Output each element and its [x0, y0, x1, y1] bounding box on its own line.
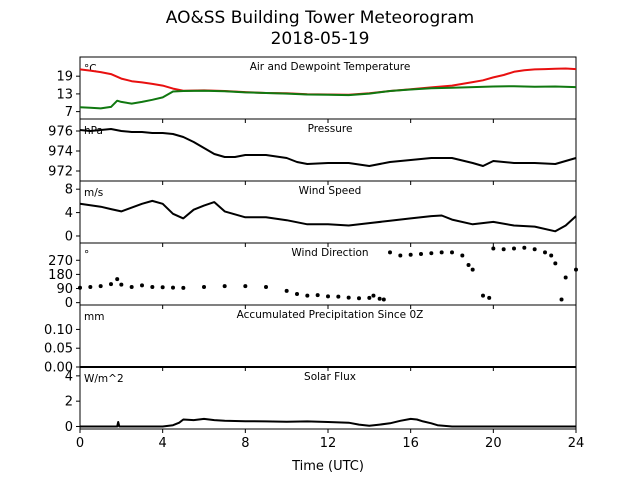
- solar-flux-ytick-label: 0: [65, 420, 73, 435]
- x-tick-label: 8: [241, 436, 249, 451]
- wind-direction-point: [388, 250, 392, 255]
- wind-direction-point: [326, 294, 330, 299]
- wind-direction-point: [574, 267, 578, 272]
- wind-direction-point: [408, 252, 413, 257]
- solar-flux-ytick-label: 4: [65, 369, 73, 384]
- wind-direction-point: [284, 288, 289, 293]
- wind-direction-point: [398, 253, 403, 258]
- solar-flux-ytick-label: 2: [65, 395, 73, 410]
- accumulated-precipitation-since-0z-ytick-label: 0.10: [44, 323, 73, 338]
- wind-direction-point: [222, 284, 227, 289]
- wind-direction-point: [466, 262, 471, 267]
- wind-speed-ytick-label: 4: [65, 206, 73, 221]
- wind-direction-point: [367, 295, 372, 300]
- wind-direction-point: [377, 296, 382, 301]
- wind-direction-point: [470, 267, 475, 272]
- wind-direction-point: [491, 246, 496, 251]
- wind-direction-point: [295, 292, 299, 297]
- wind-direction-point: [429, 251, 434, 256]
- wind-speed-title: Wind Speed: [299, 185, 362, 197]
- pressure-ytick-label: 974: [48, 145, 73, 160]
- wind-direction-point: [115, 277, 120, 282]
- solar-flux-unit-label: W/m^2: [84, 373, 124, 385]
- wind-direction-point: [450, 250, 454, 255]
- wind-direction-point: [129, 284, 134, 289]
- pressure-title: Pressure: [308, 123, 353, 135]
- wind-direction-point: [549, 253, 554, 258]
- wind-direction-ytick-label: 180: [48, 268, 73, 283]
- wind-direction-point: [522, 245, 527, 250]
- wind-direction-point: [481, 293, 485, 298]
- wind-direction-point: [346, 295, 351, 300]
- air-and-dewpoint-temperature-ytick-label: 19: [56, 70, 73, 85]
- wind-direction-point: [171, 285, 175, 290]
- pressure-ytick-label: 976: [48, 125, 73, 140]
- wind-direction-point: [553, 261, 558, 266]
- x-tick-label: 20: [485, 436, 502, 451]
- accumulated-precipitation-since-0z-ytick-label: 0.05: [44, 342, 73, 357]
- wind-direction-point: [532, 247, 537, 252]
- wind-direction-point: [119, 282, 124, 287]
- wind-direction-point: [243, 284, 248, 289]
- wind-speed-series-0-line: [79, 199, 577, 233]
- wind-direction-point: [98, 284, 103, 289]
- accumulated-precipitation-since-0z-title: Accumulated Precipitation Since 0Z: [237, 309, 424, 321]
- wind-direction-point: [140, 283, 144, 288]
- wind-direction-point: [512, 246, 516, 251]
- wind-direction-point: [202, 284, 206, 289]
- wind-direction-point: [181, 285, 186, 290]
- wind-direction-point: [88, 284, 93, 289]
- wind-direction-point: [305, 293, 310, 298]
- air-and-dewpoint-temperature-series-1-line: [79, 85, 577, 110]
- wind-direction-point: [371, 293, 376, 298]
- x-tick-label: 4: [159, 436, 167, 451]
- wind-direction-point: [109, 282, 113, 287]
- wind-direction-unit-label: °: [84, 249, 89, 261]
- pressure-ytick-label: 972: [48, 165, 73, 180]
- accumulated-precipitation-since-0z-ytick-label: 0.00: [44, 361, 73, 376]
- wind-direction-ytick-label: 0: [65, 296, 73, 311]
- wind-direction-point: [357, 296, 361, 301]
- wind-direction-point: [419, 251, 423, 256]
- wind-direction-point: [487, 295, 492, 300]
- wind-direction-title: Wind Direction: [291, 247, 368, 259]
- wind-direction-point: [559, 297, 564, 302]
- wind-direction-point: [460, 253, 465, 258]
- wind-speed-unit-label: m/s: [84, 187, 103, 199]
- solar-flux-title: Solar Flux: [304, 371, 356, 383]
- wind-direction-point: [78, 285, 82, 290]
- x-tick-label: 24: [568, 436, 585, 451]
- chart-date: 2018-05-19: [270, 29, 370, 49]
- x-tick-label: 0: [76, 436, 84, 451]
- wind-direction-point: [381, 297, 386, 302]
- wind-direction-point: [501, 247, 506, 252]
- wind-direction-point: [563, 275, 568, 280]
- wind-direction-point: [160, 285, 165, 290]
- solar-flux-series-0-line: [80, 417, 576, 428]
- accumulated-precipitation-since-0z-unit-label: mm: [84, 311, 104, 323]
- wind-direction-point: [336, 294, 341, 299]
- wind-direction-point: [439, 250, 444, 255]
- wind-direction-point: [543, 250, 547, 255]
- air-and-dewpoint-temperature-title: Air and Dewpoint Temperature: [250, 61, 411, 73]
- wind-direction-point: [264, 284, 268, 289]
- wind-direction-ytick-label: 90: [56, 282, 73, 297]
- wind-speed-ytick-label: 0: [65, 229, 73, 244]
- wind-direction-ytick-label: 270: [48, 254, 73, 269]
- wind-direction-point: [150, 284, 155, 289]
- air-and-dewpoint-temperature-ytick-label: 13: [56, 87, 73, 102]
- air-and-dewpoint-temperature-unit-label: °C: [84, 63, 97, 75]
- wind-speed-ytick-label: 8: [65, 183, 73, 198]
- chart-title: AO&SS Building Tower Meteorogram: [165, 8, 475, 28]
- pressure-series-0-line: [79, 128, 577, 167]
- x-tick-label: 12: [320, 436, 337, 451]
- air-and-dewpoint-temperature-ytick-label: 7: [65, 105, 73, 120]
- x-axis-label: Time (UTC): [291, 459, 364, 474]
- x-tick-label: 16: [402, 436, 419, 451]
- wind-direction-point: [315, 293, 320, 298]
